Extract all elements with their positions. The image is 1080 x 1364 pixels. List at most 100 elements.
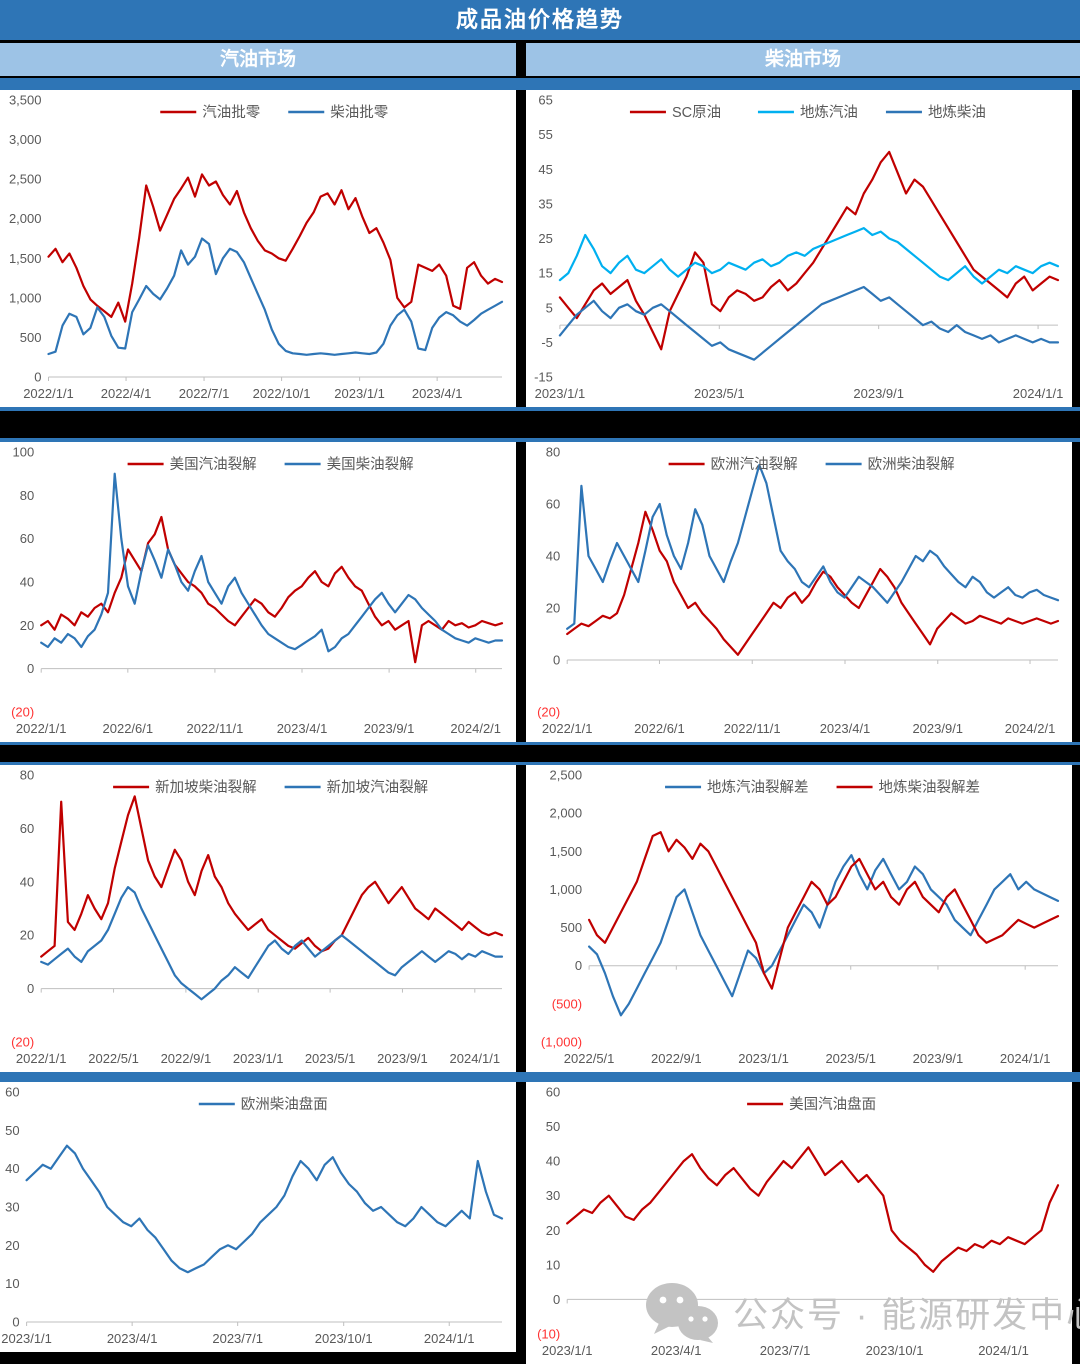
x-tick-label: 2022/4/1: [101, 386, 152, 401]
chart-us-gasoline-board: (10) 0 10 20 30 40 50 60 2023/1/1 2023/4/1 2023/7/…: [526, 1082, 1080, 1364]
chart-eu-diesel-board: 0 10 20 30 40 50 60 2023/1/1 2023/4/1 2023/7/1 202…: [0, 1082, 516, 1364]
y-tick-label: 60: [20, 531, 34, 546]
series-line-欧洲汽油裂解: [566, 510, 1060, 656]
series-line-美国柴油裂解: [40, 472, 504, 653]
column-header-diesel: 柴油市场: [526, 43, 1080, 76]
legend-label: 地炼汽油: [800, 104, 858, 121]
column-divider: [516, 43, 526, 76]
y-tick-label: (500): [552, 996, 582, 1011]
x-tick-label: 2024/1/1: [450, 1051, 501, 1066]
y-tick-label: 0: [34, 370, 41, 385]
series-line-欧洲柴油盘面: [25, 1144, 504, 1274]
y-tick-label: 3,500: [9, 93, 42, 108]
blue-band: [0, 78, 1080, 90]
chart-gasoline-diesel-wholesale-retail: 0 500 1,000 1,500 2,000 2,500 3,000 3,500 2022/1…: [0, 90, 516, 407]
y-tick-label: (10): [537, 1327, 560, 1342]
y-tick-label: 1,000: [550, 882, 583, 897]
series-line-SC原油: [558, 150, 1060, 351]
legend-label: 欧洲汽油裂解: [711, 456, 798, 473]
y-tick-label: 50: [546, 1119, 560, 1134]
y-tick-label: 55: [538, 127, 552, 142]
series-line-地炼汽油裂解差: [587, 853, 1060, 1017]
x-tick-label: 2024/2/1: [1005, 721, 1056, 736]
y-tick-label: 40: [5, 1161, 19, 1176]
y-tick-label: 20: [20, 618, 34, 633]
y-tick-label: 10: [5, 1276, 19, 1291]
y-tick-label: 20: [20, 928, 34, 943]
x-tick-label: 2022/5/1: [88, 1051, 139, 1066]
row-separator: [0, 742, 1080, 765]
series-line-欧洲柴油裂解: [566, 463, 1060, 630]
x-tick-label: 2023/4/1: [820, 721, 871, 736]
x-tick-label: 2023/5/1: [825, 1051, 876, 1066]
chart-canvas-sg-cracks: (20) 0 20 40 60 80 2022/1/1 2022/5/1 2022/9/1 202…: [11, 768, 504, 1066]
x-tick-label: 2022/6/1: [103, 721, 154, 736]
chart-canvas-eu-cracks: (20) 0 20 40 60 80 2022/1/1 2022/6/1 2022/11/1 20…: [537, 445, 1060, 736]
x-tick-label: 2024/2/1: [450, 721, 501, 736]
y-tick-label: 20: [5, 1238, 19, 1253]
x-tick-label: 2022/11/1: [724, 721, 781, 736]
y-tick-label: 1,500: [550, 844, 583, 859]
x-tick-label: 2023/9/1: [377, 1051, 428, 1066]
y-tick-label: 40: [20, 874, 34, 889]
y-tick-label: 65: [538, 93, 552, 108]
watermark: 公众号 · 能源研发中心: [645, 1281, 1080, 1343]
legend-label: 柴油批零: [330, 104, 388, 121]
y-tick-label: 500: [560, 920, 582, 935]
y-tick-label: 40: [20, 575, 34, 590]
y-tick-label: 35: [538, 196, 552, 211]
x-tick-label: 2023/9/1: [364, 721, 415, 736]
y-tick-label: 45: [538, 162, 552, 177]
chart-canvas-gasoline-diesel-wholesale-retail: 0 500 1,000 1,500 2,000 2,500 3,000 3,500 2022/1…: [9, 93, 504, 401]
series-line-新加坡柴油裂解: [40, 795, 504, 958]
legend-label: 地炼柴油: [928, 104, 986, 121]
center-divider: [516, 90, 526, 407]
x-tick-label: 2023/5/1: [305, 1051, 356, 1066]
chart-canvas-refinery-crack-spreads: (1,000) (500) 0 500 1,000 1,500 2,000 2,500 2022…: [541, 768, 1060, 1066]
x-tick-label: 2023/1/1: [1, 1331, 52, 1346]
x-tick-label: 2022/1/1: [16, 721, 67, 736]
y-tick-label: 1,000: [9, 290, 42, 305]
column-header-gasoline: 汽油市场: [0, 43, 516, 76]
y-tick-label: -15: [534, 370, 553, 385]
x-tick-label: 2024/1/1: [1000, 1051, 1051, 1066]
y-tick-label: 2,000: [550, 806, 583, 821]
chart-row-3: (20) 0 20 40 60 80 2022/1/1 2022/5/1 2022/9/1 202…: [0, 765, 1080, 1072]
x-tick-label: 2022/5/1: [564, 1051, 615, 1066]
chart-canvas-sc-crude-refinery-products: -15 -5 5 15 25 35 45 55 65 2023/1/1 2023/5/1 2023/9…: [534, 93, 1063, 402]
legend-label: 地炼柴油裂解差: [879, 779, 981, 796]
y-tick-label: 0: [575, 958, 582, 973]
x-tick-label: 2022/9/1: [651, 1051, 702, 1066]
y-tick-label: 80: [20, 488, 34, 503]
y-tick-label: 0: [553, 1292, 560, 1307]
x-tick-label: 2023/4/1: [651, 1343, 702, 1358]
y-tick-label: 0: [27, 981, 34, 996]
x-tick-label: 2023/1/1: [233, 1051, 284, 1066]
chart-sc-crude-refinery-products: -15 -5 5 15 25 35 45 55 65 2023/1/1 2023/5/1 2023/9…: [526, 90, 1080, 407]
chart-row-2: (20) 0 20 40 60 80 100 2022/1/1 2022/6/1 2022/11/…: [0, 442, 1080, 742]
y-tick-label: 60: [546, 497, 560, 512]
y-tick-label: 60: [5, 1085, 19, 1100]
legend-label: 美国汽油裂解: [170, 456, 257, 473]
center-divider: [516, 1082, 526, 1364]
y-tick-label: 30: [546, 1188, 560, 1203]
series-line-柴油批零: [47, 237, 504, 356]
y-tick-label: 1,500: [9, 251, 42, 266]
legend-label: 美国汽油盘面: [789, 1095, 876, 1113]
x-tick-label: 2023/1/1: [542, 1343, 593, 1358]
x-tick-label: 2023/9/1: [853, 386, 904, 401]
y-tick-label: 2,500: [9, 172, 42, 187]
x-tick-label: 2023/1/1: [535, 386, 586, 401]
chart-sg-cracks: (20) 0 20 40 60 80 2022/1/1 2022/5/1 2022/9/1 202…: [0, 765, 516, 1072]
y-tick-label: 3,000: [9, 132, 42, 147]
wechat-icon: [646, 1283, 718, 1343]
y-tick-label: 20: [546, 601, 560, 616]
x-tick-label: 2023/10/1: [866, 1343, 924, 1358]
chart-canvas-eu-diesel-board: 0 10 20 30 40 50 60 2023/1/1 2023/4/1 2023/7/1 202…: [1, 1085, 504, 1346]
y-tick-label: -5: [541, 335, 553, 350]
x-tick-label: 2023/9/1: [913, 1051, 964, 1066]
y-tick-label: 500: [20, 330, 42, 345]
y-tick-label: 50: [5, 1123, 19, 1138]
chart-row-1: 0 500 1,000 1,500 2,000 2,500 3,000 3,500 2022/1…: [0, 90, 1080, 407]
